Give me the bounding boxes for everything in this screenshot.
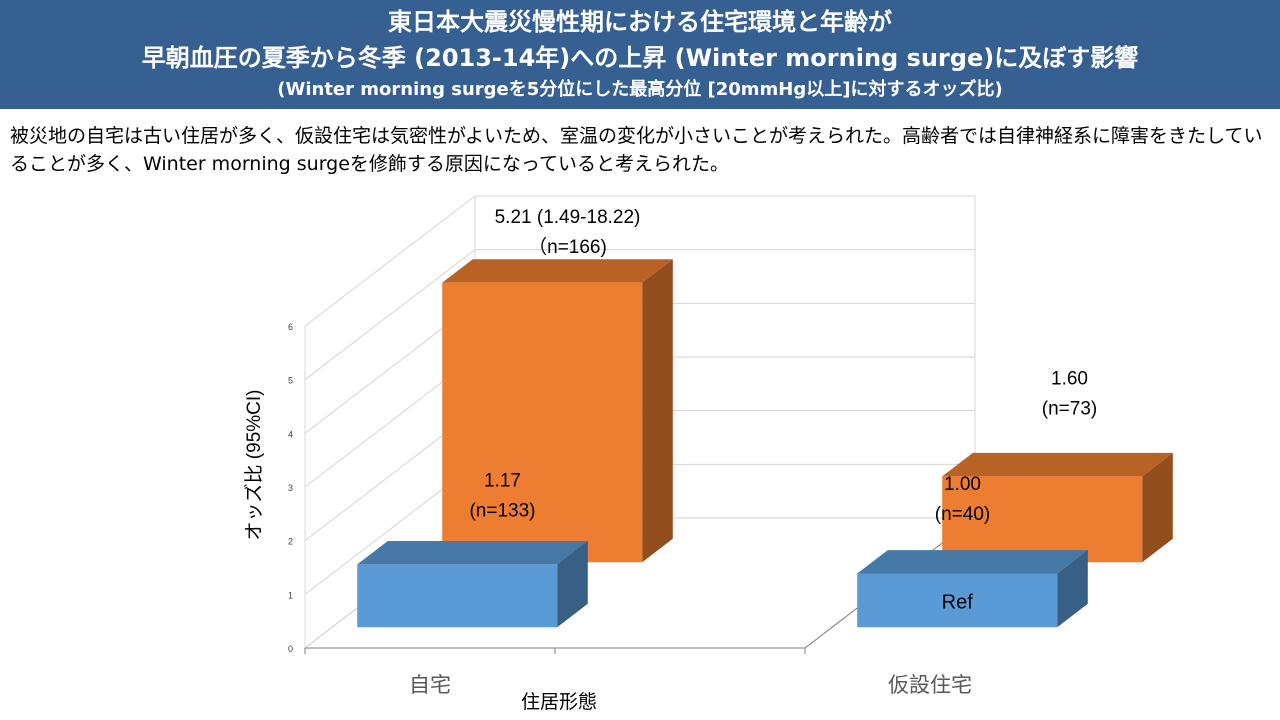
bar-75plus-0 <box>442 259 673 563</box>
bar-75plus-1-top <box>942 452 1173 477</box>
data-label-home-under75: 1.17 <box>484 471 521 492</box>
title-line-2: 早朝血圧の夏季から冬季 (2013-14年)への上昇 (Winter morni… <box>141 44 1139 72</box>
data-label-temp-under75-value: (n=40) <box>935 504 990 525</box>
bar-under75-0-top <box>357 541 588 565</box>
y-tick-label: 0 <box>288 644 293 654</box>
data-label-home-75plus: 5.21 (1.49-18.22) <box>495 207 641 228</box>
y-axis-title: オッズ比 (95%CI) <box>243 390 265 541</box>
bar-under75-0 <box>357 541 588 628</box>
bar-75plus-0-side <box>642 259 673 563</box>
gridline-side <box>304 249 476 381</box>
title-line-1: 東日本大震災慢性期における住宅環境と年齢が <box>388 8 892 36</box>
data-label-temp-75plus: (n=73) <box>1042 399 1097 420</box>
bar-under75-0-side <box>557 541 588 628</box>
title-banner: 東日本大震災慢性期における住宅環境と年齢が 早朝血圧の夏季から冬季 (2013-… <box>0 0 1280 109</box>
y-tick-label: 3 <box>288 483 293 493</box>
y-tick-label: 6 <box>288 322 293 332</box>
bar-75plus-0-front <box>442 282 643 563</box>
y-tick-label: 1 <box>288 590 293 600</box>
bar-under75-1-side <box>1057 550 1088 628</box>
gridline-side <box>304 195 476 327</box>
bar-75plus-1-front <box>942 476 1143 563</box>
data-label-home-75plus: （n=166) <box>528 236 607 258</box>
y-tick-label: 2 <box>288 537 293 547</box>
bar-under75-1 <box>857 550 1088 628</box>
bar-under75-1-top <box>857 550 1088 574</box>
x-axis-title: 住居形態 <box>521 691 597 713</box>
data-label-temp-under75-value: 1.00 <box>944 474 981 495</box>
data-label-ref: Ref <box>942 591 974 613</box>
bar-75plus-1 <box>942 452 1173 563</box>
bar-75plus-1-side <box>1142 452 1173 563</box>
data-label-temp-75plus: 1.60 <box>1051 369 1088 390</box>
bar-under75-0-front <box>357 564 558 628</box>
bar-under75-1-front <box>857 573 1058 628</box>
description-text: 被災地の自宅は古い住居が多く、仮設住宅は気密性がよいため、室温の変化が小さいこと… <box>10 125 1263 175</box>
bar-75plus-0-top <box>442 259 673 283</box>
x-category-label: 自宅 <box>409 674 451 697</box>
subtitle: (Winter morning surgeを5分位にした最高分位 [20mmHg… <box>277 79 1003 100</box>
data-label-home-under75: (n=133) <box>469 501 535 522</box>
x-category-label: 仮設住宅 <box>888 674 972 697</box>
y-tick-label: 4 <box>288 429 293 439</box>
y-tick-label: 5 <box>288 376 293 386</box>
